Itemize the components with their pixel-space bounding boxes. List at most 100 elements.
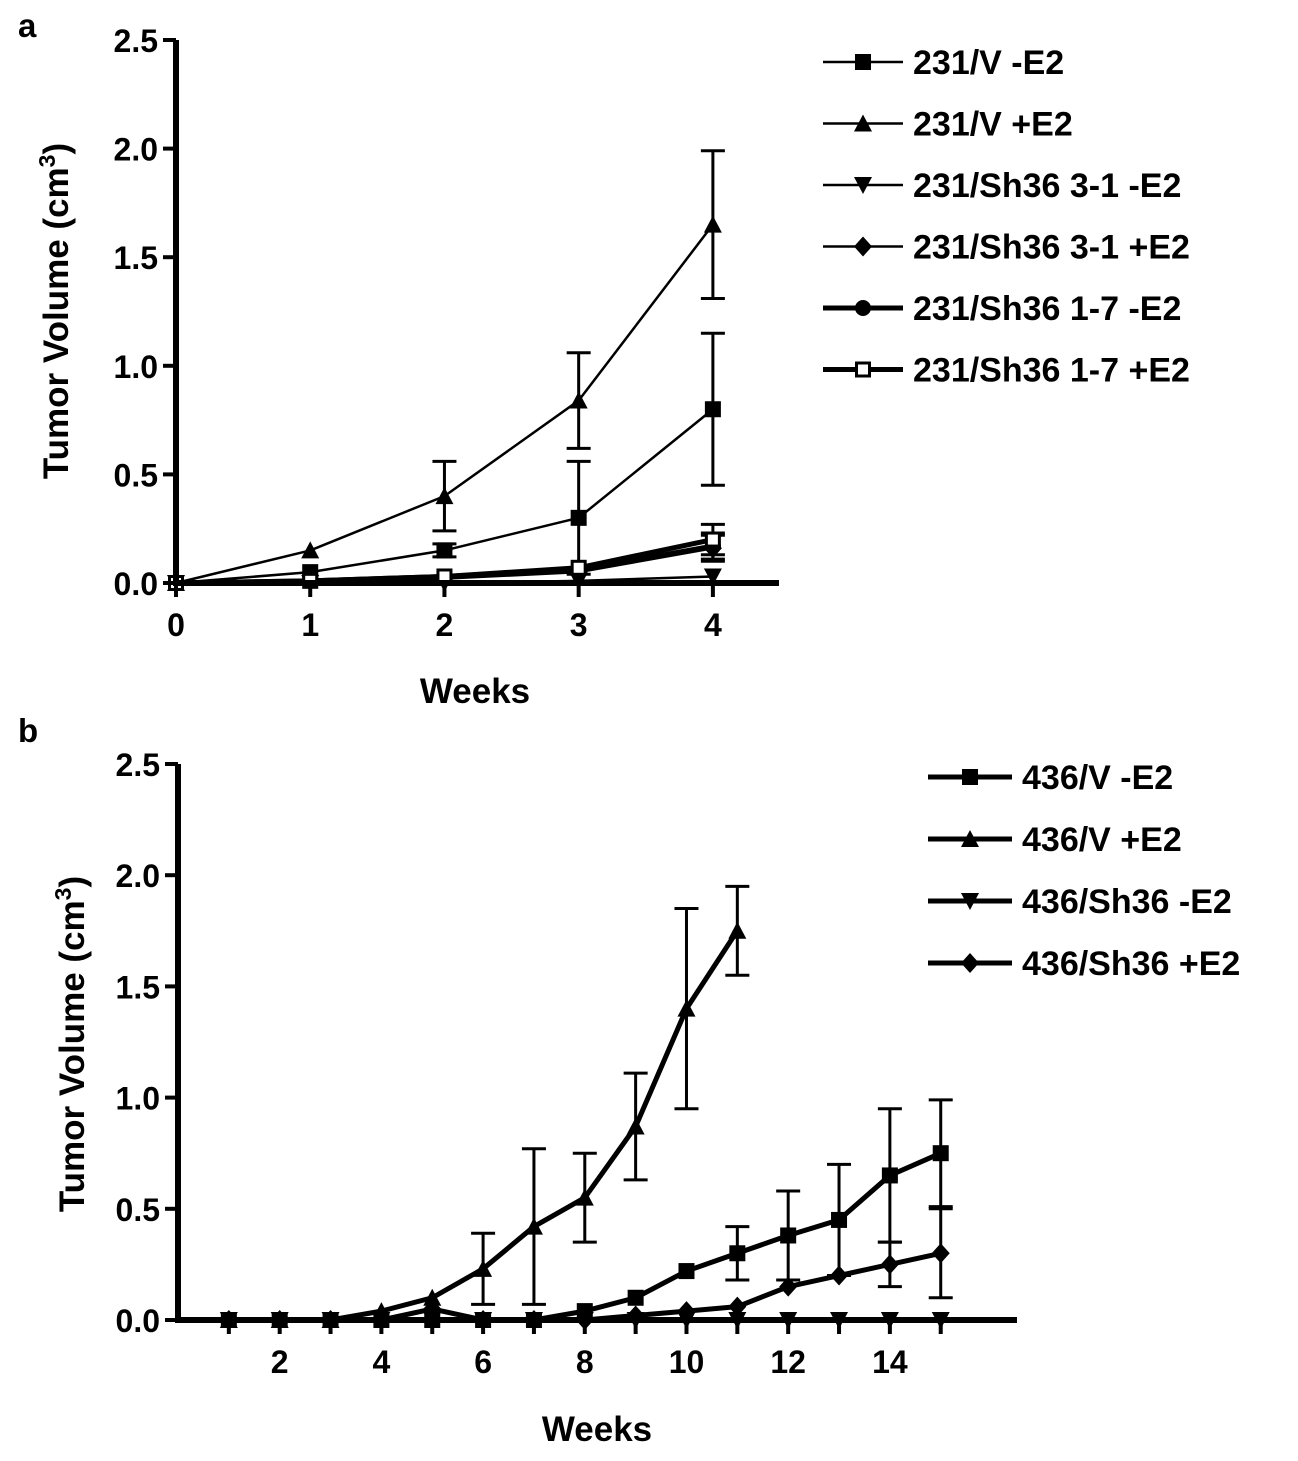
chart-a-y-tick-label: 1.5 — [114, 240, 158, 276]
chart-panel-a: a 0.0 0.5 1.0 1.5 2.0 2.5 0 1 2 3 4 Weeks Tumor Vo… — [18, 7, 1190, 711]
chart-a-y-tick-label: 0.0 — [114, 566, 158, 602]
chart-a-legend: 231/V -E2 231/V +E2 231/Sh36 3-1 -E2 231/Sh… — [823, 44, 1190, 390]
chart-b-y-tick-label: 1.0 — [116, 1081, 160, 1117]
legend-swatch-marker — [854, 236, 872, 257]
legend-swatch-marker — [855, 54, 871, 70]
chart-b-y-tick-label: 0.0 — [116, 1303, 160, 1339]
chart-b-point — [524, 1217, 543, 1235]
chart-b-x-tick-label: 2 — [271, 1344, 289, 1380]
chart-b-point — [474, 1259, 493, 1277]
chart-b-point — [423, 1298, 442, 1319]
chart-a-y-tick-label: 1.0 — [114, 349, 158, 385]
chart-b-point — [831, 1211, 848, 1228]
legend-label: 231/V -E2 — [913, 44, 1064, 82]
legend-swatch-marker — [961, 953, 979, 973]
chart-b-x-tick-label: 14 — [872, 1344, 908, 1380]
chart-a-y-axis-label-superscript: 3 — [34, 155, 60, 168]
legend-item-436-sh36-e2: 436/Sh36 +E2 — [928, 945, 1240, 983]
chart-b-point — [423, 1288, 442, 1306]
chart-a-point — [570, 509, 587, 526]
chart-a-y-tick-label: 2.0 — [114, 132, 158, 168]
chart-b-y-tick-label: 1.5 — [116, 969, 160, 1005]
legend-swatch-marker — [855, 300, 871, 316]
legend-item-231-sh36-1-7-e2: 231/Sh36 1-7 -E2 — [823, 290, 1181, 328]
chart-a-y-tick-label: 0.5 — [114, 457, 158, 493]
legend-label: 231/Sh36 3-1 +E2 — [913, 229, 1190, 267]
chart-b-point — [881, 1167, 898, 1184]
chart-b-axes — [175, 764, 1017, 1323]
chart-a-x-tick-label: 1 — [301, 607, 319, 643]
chart-a-point — [703, 215, 722, 233]
chart-a-point — [435, 487, 454, 505]
chart-a-y-axis-label-close: ) — [37, 143, 76, 155]
chart-a-y-axis-label-main: Tumor Volume (cm — [37, 167, 76, 479]
chart-b-point — [830, 1265, 849, 1286]
chart-a-point — [703, 568, 722, 586]
legend-label: 231/Sh36 1-7 -E2 — [913, 290, 1181, 328]
chart-a-ticks: 0.0 0.5 1.0 1.5 2.0 2.5 0 1 2 3 4 — [114, 23, 722, 643]
chart-b-point — [931, 1243, 950, 1264]
chart-a-x-tick-label: 4 — [704, 607, 722, 643]
chart-a-y-tick-label: 2.5 — [114, 23, 158, 59]
chart-b-point — [678, 1263, 695, 1280]
chart-b-point — [626, 1117, 645, 1135]
chart-b-point — [575, 1188, 594, 1206]
chart-b-y-tick-label: 2.0 — [116, 858, 160, 894]
chart-b-x-tick-label: 12 — [770, 1344, 806, 1380]
chart-b-point — [779, 1276, 798, 1297]
legend-item-231-v-e2: 231/V +E2 — [823, 106, 1073, 144]
chart-b-point — [932, 1145, 949, 1162]
chart-a-x-axis-label: Weeks — [420, 672, 530, 711]
chart-a-point — [704, 531, 721, 548]
chart-b-point — [729, 1245, 746, 1262]
legend-item-231-sh36-1-7-e2: 231/Sh36 1-7 +E2 — [823, 352, 1190, 390]
legend-item-436-sh36-e2: 436/Sh36 -E2 — [928, 883, 1232, 921]
legend-label: 231/V +E2 — [913, 106, 1073, 144]
chart-b-y-axis-label-close: ) — [53, 876, 92, 888]
chart-b-legend: 436/V -E2 436/V +E2 436/Sh36 -E2 436/Sh36 +… — [928, 759, 1240, 983]
chart-b-point — [780, 1227, 797, 1244]
chart-panel-b: b 0.0 0.5 1.0 1.5 2.0 2.5 2 4 6 8 10 12 14 Weeks Tum… — [18, 712, 1240, 1449]
chart-b-point — [677, 1301, 696, 1322]
chart-b-point — [677, 999, 696, 1017]
chart-b-x-tick-label: 10 — [669, 1344, 705, 1380]
legend-label: 436/V +E2 — [1022, 821, 1182, 859]
chart-a-point — [436, 542, 453, 559]
chart-b-y-tick-label: 2.5 — [116, 747, 160, 783]
legend-item-231-sh36-3-1-e2: 231/Sh36 3-1 +E2 — [823, 229, 1190, 267]
chart-b-y-tick-label: 0.5 — [116, 1192, 160, 1228]
chart-a-point — [301, 541, 320, 559]
chart-b-ticks: 0.0 0.5 1.0 1.5 2.0 2.5 2 4 6 8 10 12 14 — [116, 747, 943, 1380]
legend-swatch-marker — [962, 769, 978, 785]
panel-label-a: a — [18, 7, 37, 44]
legend-swatch-marker — [961, 893, 979, 910]
legend-item-231-v-e2: 231/V -E2 — [823, 44, 1064, 82]
chart-b-y-axis-label: Tumor Volume (cm3) — [50, 876, 92, 1212]
chart-b-x-tick-label: 8 — [576, 1344, 594, 1380]
chart-b-x-axis-label: Weeks — [542, 1410, 652, 1449]
chart-a-x-tick-label: 2 — [436, 607, 454, 643]
chart-b-y-axis-label-main: Tumor Volume (cm — [53, 900, 92, 1212]
chart-b-point — [728, 1296, 747, 1317]
legend-label: 231/Sh36 3-1 -E2 — [913, 167, 1181, 205]
chart-a-x-tick-label: 3 — [570, 607, 588, 643]
chart-b-point — [627, 1289, 644, 1306]
legend-swatch-marker — [855, 361, 871, 378]
legend-item-436-v-e2: 436/V -E2 — [928, 759, 1173, 797]
legend-swatch-marker — [854, 114, 872, 132]
legend-item-231-sh36-3-1-e2: 231/Sh36 3-1 -E2 — [823, 167, 1181, 205]
legend-label: 231/Sh36 1-7 +E2 — [913, 352, 1190, 390]
chart-a-point — [570, 559, 587, 576]
chart-b-point — [728, 921, 747, 939]
chart-b-x-tick-label: 4 — [372, 1344, 390, 1380]
legend-label: 436/Sh36 +E2 — [1022, 945, 1240, 983]
legend-label: 436/Sh36 -E2 — [1022, 883, 1232, 921]
chart-b-point — [880, 1254, 899, 1275]
legend-swatch-marker — [854, 177, 872, 194]
chart-b-y-axis-label-superscript: 3 — [50, 888, 76, 901]
legend-label: 436/V -E2 — [1022, 759, 1173, 797]
legend-item-436-v-e2: 436/V +E2 — [928, 821, 1182, 859]
legend-swatch-marker — [961, 830, 979, 847]
panel-label-b: b — [18, 712, 38, 749]
